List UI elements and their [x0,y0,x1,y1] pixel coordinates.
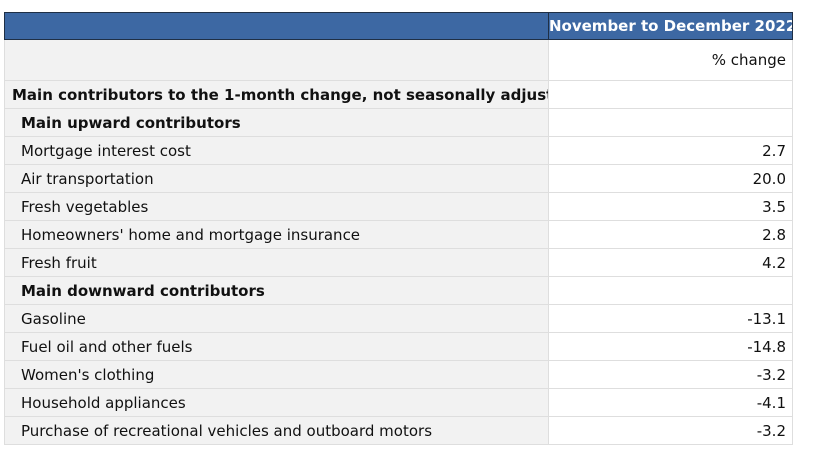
data-row: Homeowners' home and mortgage insurance 2… [4,220,793,249]
row-label: Women's clothing [4,360,549,389]
row-label: Household appliances [4,388,549,417]
contributors-table: November to December 2022 % change Main … [4,12,793,445]
header-row: November to December 2022 [4,12,793,40]
unit-row: % change [4,39,793,81]
data-row: Gasoline -13.1 [4,304,793,333]
group-row: Main downward contributors [4,276,793,305]
empty-cell [548,276,793,305]
data-row: Fuel oil and other fuels -14.8 [4,332,793,361]
row-label: Gasoline [4,304,549,333]
row-value: 4.2 [548,248,793,277]
row-label: Mortgage interest cost [4,136,549,165]
row-value: -3.2 [548,360,793,389]
unit-label: % change [548,39,793,81]
data-row: Fresh vegetables 3.5 [4,192,793,221]
row-label: Fresh vegetables [4,192,549,221]
row-value: 20.0 [548,164,793,193]
row-label: Homeowners' home and mortgage insurance [4,220,549,249]
data-row: Household appliances -4.1 [4,388,793,417]
table-body: November to December 2022 % change Main … [4,12,793,445]
unit-cell [4,39,549,81]
row-label: Fresh fruit [4,248,549,277]
group-heading: Main upward contributors [4,108,549,137]
group-row: Main upward contributors [4,108,793,137]
section-title: Main contributors to the 1-month change,… [4,80,549,109]
title-row: Main contributors to the 1-month change,… [4,80,793,109]
row-value: -13.1 [548,304,793,333]
row-value: -3.2 [548,416,793,445]
row-value: 3.5 [548,192,793,221]
row-value: 2.8 [548,220,793,249]
row-value: -4.1 [548,388,793,417]
data-row: Women's clothing -3.2 [4,360,793,389]
column-header: November to December 2022 [548,12,793,40]
data-row: Fresh fruit 4.2 [4,248,793,277]
empty-cell [548,108,793,137]
group-heading: Main downward contributors [4,276,549,305]
row-label: Fuel oil and other fuels [4,332,549,361]
header-cell [4,12,549,40]
row-value: -14.8 [548,332,793,361]
data-row: Mortgage interest cost 2.7 [4,136,793,165]
empty-cell [548,80,793,109]
data-row: Purchase of recreational vehicles and ou… [4,416,793,445]
row-label: Purchase of recreational vehicles and ou… [4,416,549,445]
row-value: 2.7 [548,136,793,165]
row-label: Air transportation [4,164,549,193]
data-row: Air transportation 20.0 [4,164,793,193]
